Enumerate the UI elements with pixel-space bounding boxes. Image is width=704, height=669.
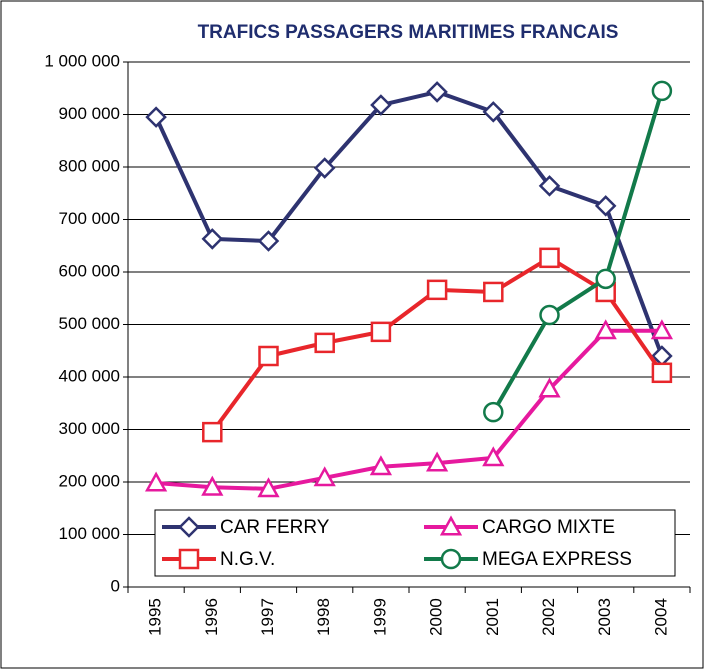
x-tick-label: 1998 (314, 598, 333, 636)
marker (538, 175, 561, 197)
legend-label: MEGA EXPRESS (482, 549, 632, 570)
marker (370, 321, 392, 343)
marker (178, 548, 200, 570)
marker (178, 516, 200, 538)
y-tick-label: 700 000 (59, 209, 120, 228)
marker (313, 157, 336, 179)
x-tick-label: 1995 (146, 598, 165, 636)
y-tick-label: 100 000 (59, 524, 120, 543)
y-tick-label: 1 000 000 (44, 51, 120, 70)
series-line (154, 89, 664, 357)
marker (201, 475, 224, 496)
y-tick-label: 0 (111, 576, 120, 595)
series-line (155, 328, 662, 491)
x-tick-label: 1999 (370, 598, 389, 636)
marker (258, 345, 279, 367)
marker (483, 281, 504, 303)
marker (257, 477, 280, 498)
marker (595, 268, 616, 290)
marker (145, 106, 167, 128)
marker (650, 319, 674, 340)
x-tick-label: 2001 (483, 598, 502, 636)
x-tick-label: 2000 (427, 598, 446, 636)
marker (594, 319, 617, 340)
marker (482, 101, 505, 123)
x-tick-label: 2003 (595, 598, 614, 636)
marker (370, 94, 392, 116)
marker (440, 548, 462, 570)
y-tick-label: 200 000 (59, 471, 120, 490)
legend-label: CARGO MIXTE (482, 517, 615, 538)
marker (144, 471, 168, 492)
y-tick-label: 600 000 (59, 261, 120, 280)
marker (313, 466, 336, 487)
marker (538, 377, 561, 398)
marker (202, 421, 223, 443)
marker (483, 401, 504, 423)
y-tick-label: 300 000 (59, 419, 120, 438)
marker (369, 455, 393, 476)
marker (426, 81, 448, 103)
marker (439, 515, 463, 536)
marker (426, 279, 448, 301)
x-tick-label: 2002 (539, 598, 558, 636)
x-tick-label: 1997 (258, 598, 277, 636)
y-tick-label: 900 000 (59, 104, 120, 123)
marker (539, 304, 560, 326)
legend-label: CAR FERRY (220, 517, 330, 538)
y-tick-label: 500 000 (59, 314, 120, 333)
marker (539, 247, 560, 269)
chart-title: TRAFICS PASSAGERS MARITIMES FRANCAIS (198, 22, 619, 43)
marker (651, 362, 673, 384)
x-tick-label: 1996 (202, 598, 221, 636)
marker (201, 228, 224, 250)
y-tick-label: 400 000 (59, 366, 120, 385)
x-tick-label: 2004 (651, 598, 670, 636)
marker (314, 332, 335, 354)
marker (257, 230, 280, 252)
legend (154, 509, 676, 577)
marker (482, 446, 505, 467)
series-line (491, 90, 664, 414)
y-tick-label: 800 000 (59, 156, 120, 175)
marker (425, 451, 449, 472)
legend-label: N.G.V. (220, 549, 275, 570)
marker (651, 80, 673, 102)
marker (594, 195, 617, 217)
